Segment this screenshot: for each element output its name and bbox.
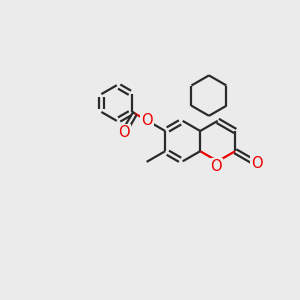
Text: O: O — [141, 113, 153, 128]
Text: O: O — [210, 159, 222, 174]
Text: O: O — [251, 156, 262, 171]
Text: O: O — [118, 125, 130, 140]
